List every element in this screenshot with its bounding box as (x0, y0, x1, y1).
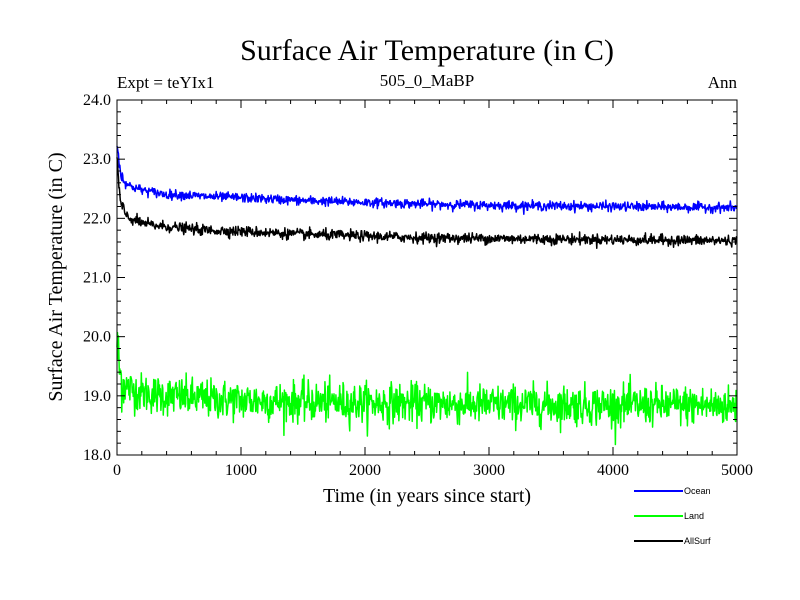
x-tick-label: 0 (113, 462, 121, 479)
x-tick-label: 5000 (721, 462, 753, 479)
y-tick-label: 23.0 (83, 151, 111, 168)
x-tick-label: 1000 (225, 462, 257, 479)
series-line-land (116, 331, 738, 446)
legend-label-land: Land (684, 511, 704, 521)
y-tick-label: 22.0 (83, 210, 111, 227)
chart-title: Surface Air Temperature (in C) (240, 34, 614, 67)
x-tick-label: 2000 (349, 462, 381, 479)
axis-layer: 0 1000 2000 3000 4000 5000 18.0 19.0 20.0 21.0 22.… (83, 92, 753, 479)
plot-frame (116, 99, 738, 456)
period-label: Ann (708, 73, 738, 92)
y-axis-label: Surface Air Temperature (in C) (45, 152, 67, 401)
legend-label-allsurf: AllSurf (684, 536, 711, 546)
series-line-allsurf (116, 157, 738, 250)
y-tick-label: 21.0 (83, 270, 111, 287)
y-tick-label: 20.0 (83, 329, 111, 346)
legend-label-ocean: Ocean (684, 486, 711, 496)
y-tick-label: 19.0 (83, 388, 111, 405)
x-axis-label: Time (in years since start) (323, 485, 531, 507)
x-tick-label: 3000 (473, 462, 505, 479)
chart-subtitle: 505_0_MaBP (380, 71, 474, 90)
series-line-ocean (116, 145, 738, 215)
series-layer (116, 145, 738, 446)
x-tick-label: 4000 (597, 462, 629, 479)
experiment-label: Expt = teYIx1 (117, 73, 214, 92)
y-tick-label: 24.0 (83, 92, 111, 109)
legend: Ocean Land AllSurf (634, 486, 711, 546)
y-tick-label: 18.0 (83, 447, 111, 464)
